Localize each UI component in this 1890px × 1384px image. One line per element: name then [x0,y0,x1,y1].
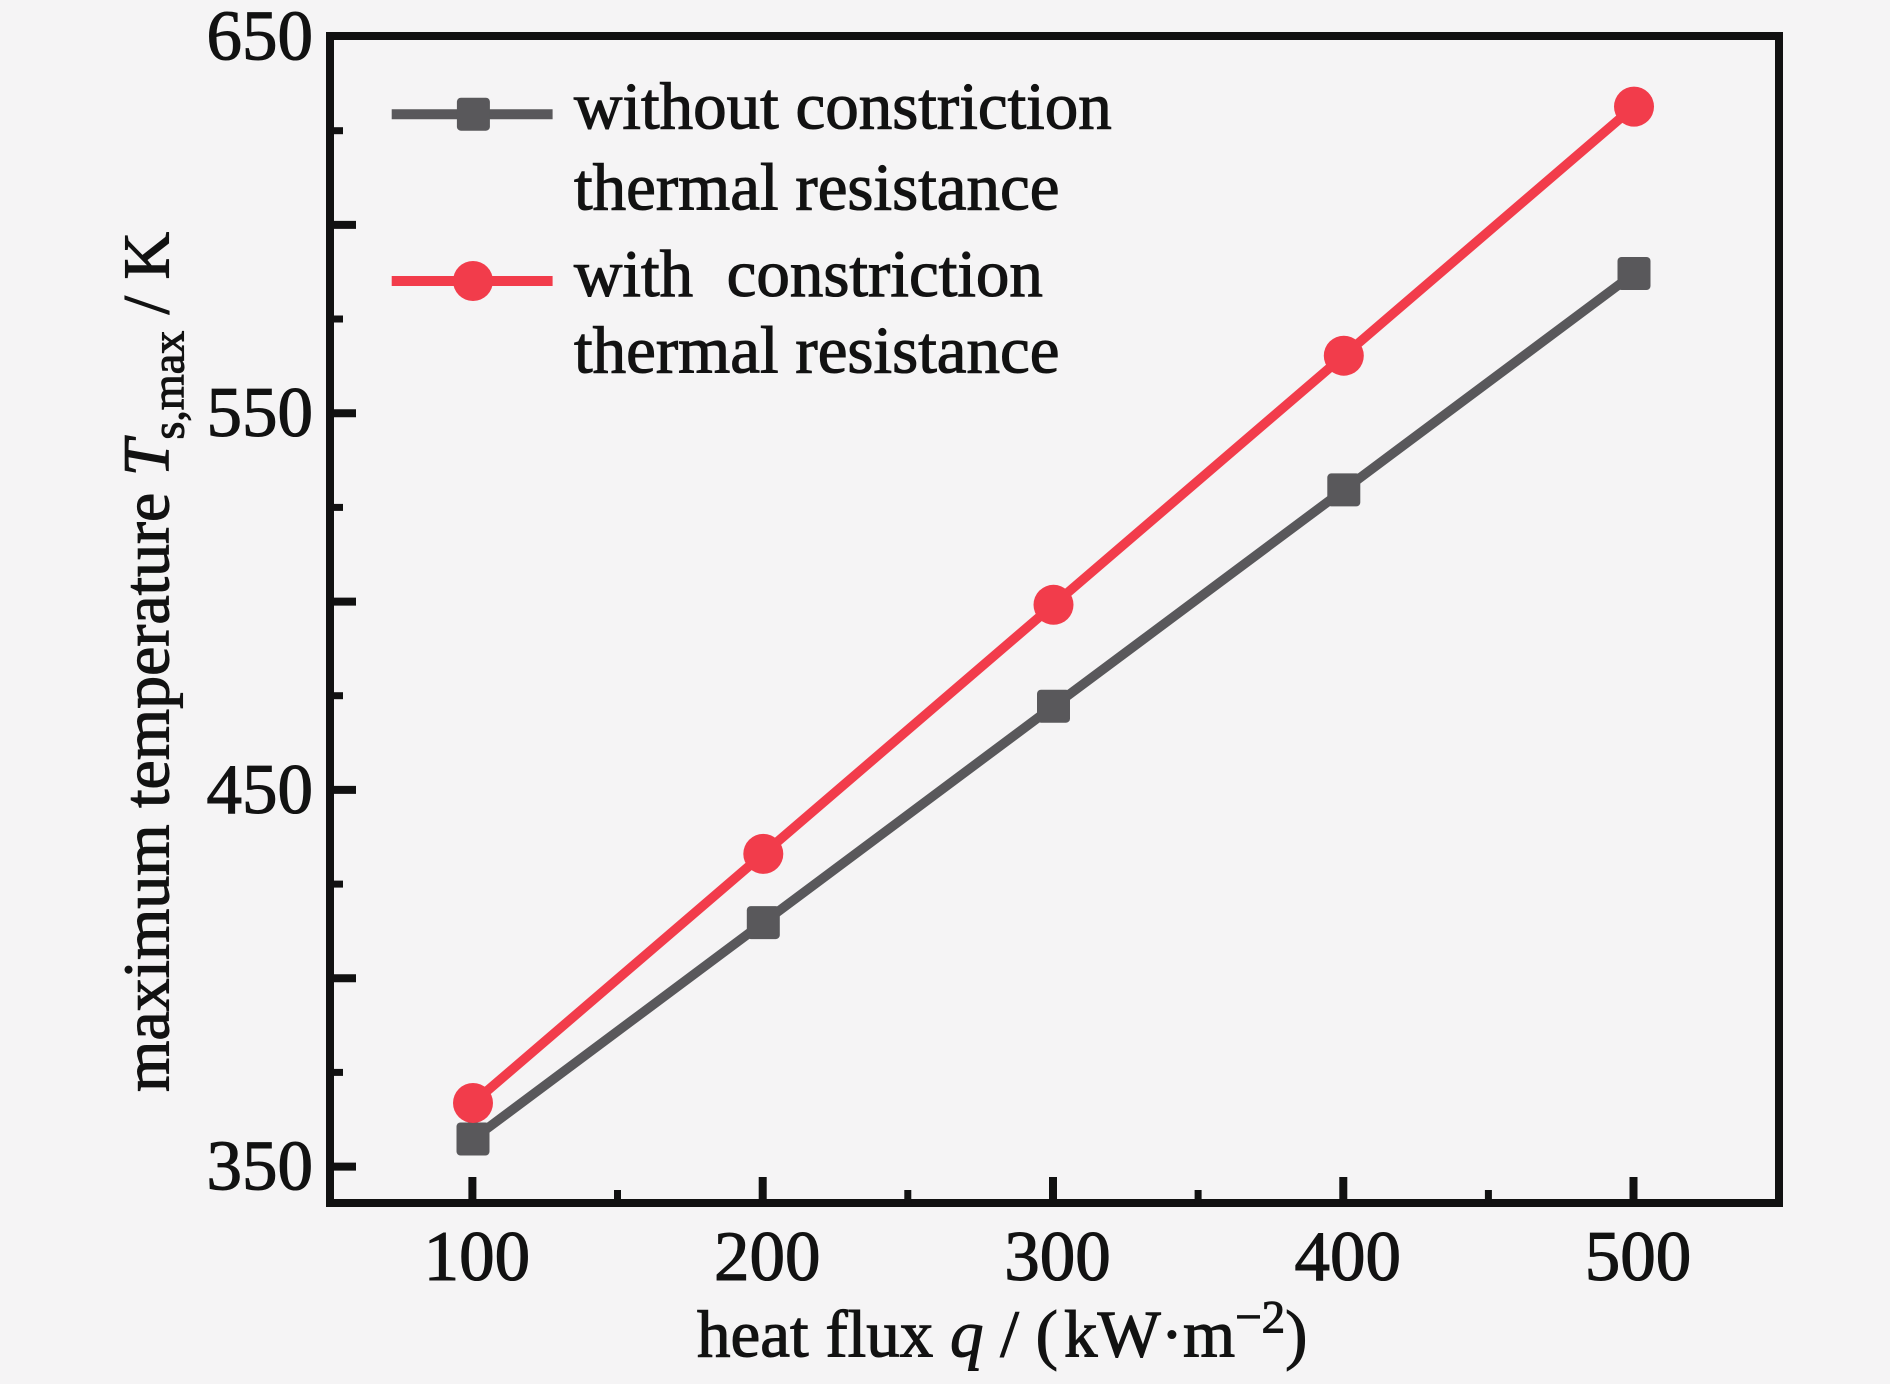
svg-text:without constriction: without constriction [574,69,1112,143]
svg-text:650: 650 [207,0,314,76]
svg-text:with constriction: with constriction [574,237,1043,311]
svg-text:100: 100 [424,1218,531,1296]
svg-text:450: 450 [207,751,314,829]
svg-text:200: 200 [714,1218,821,1296]
svg-text:heat flux q / (kW·m−2): heat flux q / (kW·m−2) [697,1292,1307,1372]
svg-text:thermal resistance: thermal resistance [574,151,1060,225]
svg-text:500: 500 [1585,1218,1692,1296]
svg-text:550: 550 [207,374,314,452]
svg-text:350: 350 [207,1128,314,1206]
svg-text:300: 300 [1004,1218,1111,1296]
svg-text:maximum temperature Ts,max / K: maximum temperature Ts,max / K [111,232,194,1092]
svg-text:thermal resistance: thermal resistance [574,314,1060,388]
svg-text:400: 400 [1295,1218,1402,1296]
